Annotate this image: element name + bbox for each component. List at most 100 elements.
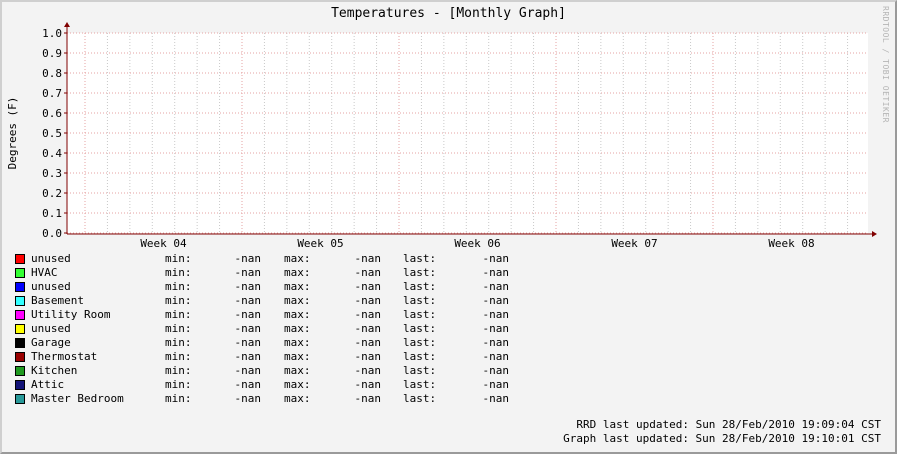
legend-min-label: min:	[165, 308, 192, 321]
legend-last-label: last:	[403, 294, 437, 307]
legend-series-name: unused	[31, 280, 71, 293]
x-tick-label: Week 06	[454, 237, 500, 250]
y-tick-label: 0.5	[42, 127, 62, 140]
y-tick-label: 0.7	[42, 87, 62, 100]
legend-last-value: -nan	[482, 252, 510, 265]
legend-series-name: unused	[31, 322, 71, 335]
y-tick-label: 0.3	[42, 167, 62, 180]
legend-max-label: max:	[284, 336, 311, 349]
x-tick-label: Week 07	[611, 237, 657, 250]
legend-max-value: -nan	[354, 392, 382, 405]
legend-max-label: max:	[284, 308, 311, 321]
legend-last-label: last:	[403, 350, 437, 363]
legend-min-value: -nan	[234, 336, 262, 349]
legend-min-label: min:	[165, 392, 192, 405]
legend-max-value: -nan	[354, 294, 382, 307]
rrdtool-watermark: RRDTOOL / TOBI OETIKER	[881, 6, 890, 123]
legend-swatch	[15, 366, 25, 376]
y-tick-label: 0.9	[42, 47, 62, 60]
plot-area	[67, 33, 868, 233]
legend-last-label: last:	[403, 322, 437, 335]
legend-min-label: min:	[165, 378, 192, 391]
legend-max-label: max:	[284, 322, 311, 335]
legend-swatch	[15, 296, 25, 306]
legend-max-value: -nan	[354, 322, 382, 335]
legend-max-label: max:	[284, 294, 311, 307]
legend-series-name: Thermostat	[31, 350, 98, 363]
legend-series-name: Utility Room	[31, 308, 111, 321]
legend-min-label: min:	[165, 294, 192, 307]
legend-series-name: Attic	[31, 378, 65, 391]
legend-min-value: -nan	[234, 280, 262, 293]
legend-last-value: -nan	[482, 322, 510, 335]
legend-series-name: unused	[31, 252, 71, 265]
chart-plot: 0.0 0.1 0.2 0.3 0.4 0.5 0.6 0.7 0.8 0.9 1.0 Week 04…	[6, 22, 877, 250]
legend-max-value: -nan	[354, 266, 382, 279]
legend-max-label: max:	[284, 364, 311, 377]
legend-swatch	[15, 352, 25, 362]
y-tick-label: 0.2	[42, 187, 62, 200]
legend-last-label: last:	[403, 364, 437, 377]
legend-min-label: min:	[165, 364, 192, 377]
y-tick-label: 0.4	[42, 147, 62, 160]
legend-last-value: -nan	[482, 266, 510, 279]
legend-swatch	[15, 324, 25, 334]
legend-max-label: max:	[284, 392, 311, 405]
legend-max-label: max:	[284, 350, 311, 363]
legend-min-value: -nan	[234, 294, 262, 307]
x-tick-label: Week 05	[297, 237, 343, 250]
legend-max-value: -nan	[354, 252, 382, 265]
legend-min-value: -nan	[234, 322, 262, 335]
legend-min-label: min:	[165, 336, 192, 349]
legend-last-value: -nan	[482, 280, 510, 293]
legend-last-label: last:	[403, 252, 437, 265]
legend-min-value: -nan	[234, 378, 262, 391]
legend-last-value: -nan	[482, 364, 510, 377]
legend-last-label: last:	[403, 392, 437, 405]
legend-last-value: -nan	[482, 350, 510, 363]
legend-last-value: -nan	[482, 294, 510, 307]
legend-min-label: min:	[165, 266, 192, 279]
y-tick-label: 0.0	[42, 227, 62, 240]
y-axis-label: Degrees (F)	[6, 97, 19, 170]
x-tick-label: Week 04	[140, 237, 187, 250]
legend-last-label: last:	[403, 308, 437, 321]
legend-max-label: max:	[284, 266, 311, 279]
legend-swatch	[15, 394, 25, 404]
legend-max-value: -nan	[354, 364, 382, 377]
legend-series-name: Garage	[31, 336, 71, 349]
legend-min-value: -nan	[234, 350, 262, 363]
legend-swatch	[15, 254, 25, 264]
legend-max-value: -nan	[354, 336, 382, 349]
legend-min-value: -nan	[234, 252, 262, 265]
y-axis-arrow	[64, 22, 70, 27]
legend-min-value: -nan	[234, 266, 262, 279]
legend-min-label: min:	[165, 350, 192, 363]
legend-max-label: max:	[284, 280, 311, 293]
legend-min-label: min:	[165, 322, 192, 335]
y-tick-label: 0.6	[42, 107, 62, 120]
legend-last-value: -nan	[482, 378, 510, 391]
y-tick-label: 0.1	[42, 207, 62, 220]
x-tick-label: Week 08	[768, 237, 814, 250]
legend-max-value: -nan	[354, 378, 382, 391]
legend-last-value: -nan	[482, 308, 510, 321]
legend-last-label: last:	[403, 336, 437, 349]
y-tick-label: 0.8	[42, 67, 62, 80]
legend-last-value: -nan	[482, 392, 510, 405]
legend-max-value: -nan	[354, 350, 382, 363]
legend-swatch	[15, 282, 25, 292]
legend-series-name: HVAC	[31, 266, 58, 279]
graph-last-updated: Graph last updated: Sun 28/Feb/2010 19:1…	[563, 432, 881, 445]
y-tick-label: 1.0	[42, 27, 62, 40]
legend-series-name: Master Bedroom	[31, 392, 124, 405]
legend-min-value: -nan	[234, 364, 262, 377]
legend-swatch	[15, 338, 25, 348]
chart-title: Temperatures - [Monthly Graph]	[331, 6, 566, 21]
legend-last-value: -nan	[482, 336, 510, 349]
legend-max-value: -nan	[354, 308, 382, 321]
legend-min-value: -nan	[234, 308, 262, 321]
legend-series-name: Basement	[31, 294, 84, 307]
legend-last-label: last:	[403, 280, 437, 293]
